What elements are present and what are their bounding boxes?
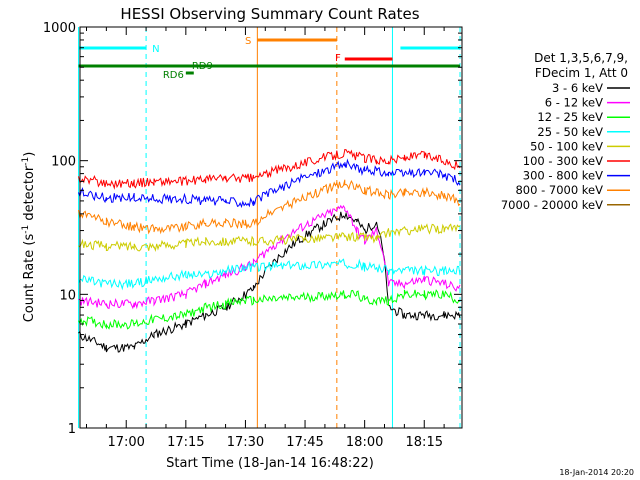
y-tick-label-2: 100 [51, 155, 76, 170]
series-line-1 [78, 204, 461, 310]
flag-label-2: F [335, 53, 341, 64]
x-tick-label-5: 18:15 [406, 435, 443, 450]
legend-entry-label-7: 800 - 7000 keV [515, 183, 603, 197]
legend-entry-label-8: 7000 - 20000 keV [501, 198, 603, 212]
series-line-3 [78, 258, 461, 291]
plot-frame [79, 26, 463, 429]
x-tick-label-0: 17:00 [107, 435, 144, 450]
x-tick-label-4: 18:00 [346, 435, 383, 450]
y-axis-label-end: ) [22, 152, 37, 157]
flag-label-1: S [245, 36, 251, 47]
series-line-5 [78, 149, 461, 190]
series-line-6 [78, 158, 461, 209]
chart-title: HESSI Observing Summary Count Rates [120, 5, 419, 23]
y-axis-label: Count Rate (s-1 detector-1) [21, 152, 37, 323]
legend-entry-label-3: 25 - 50 keV [537, 125, 603, 139]
y-axis-label-sup2: -1 [21, 157, 31, 166]
flag-label-4: RD6 [163, 70, 184, 81]
timestamp: 18-Jan-2014 20:20 [559, 468, 634, 477]
series-line-7 [78, 179, 461, 235]
plot-area: N S F RD9 RD6 1 10 100 1000 17:00 17:15 17:30 17:45 1… [43, 21, 463, 450]
series-line-4 [78, 223, 461, 252]
x-tick-label-2: 17:30 [227, 435, 264, 450]
x-tick-label-3: 17:45 [286, 435, 323, 450]
y-axis-label-text: Count Rate (s [22, 234, 37, 323]
y-tick-label-3: 1000 [43, 21, 76, 36]
legend-header-0: Det 1,3,5,6,7,9, [534, 51, 628, 65]
y-tick-label-0: 1 [68, 422, 76, 437]
flag-label-3: RD9 [192, 61, 213, 72]
legend-entry-label-4: 50 - 100 keV [530, 139, 603, 153]
legend: Det 1,3,5,6,7,9,FDecim 1, Att 03 - 6 keV… [501, 51, 630, 212]
series-line-2 [78, 289, 460, 330]
y-axis-label-mid: detector [22, 165, 37, 225]
legend-entry-label-0: 3 - 6 keV [552, 81, 603, 95]
legend-entry-label-2: 12 - 25 keV [537, 110, 603, 124]
y-axis-label-sup1: -1 [21, 225, 31, 234]
legend-entry-label-5: 100 - 300 keV [523, 154, 603, 168]
x-tick-label-1: 17:15 [167, 435, 204, 450]
y-tick-label-1: 10 [59, 288, 76, 303]
legend-entry-label-1: 6 - 12 keV [545, 96, 603, 110]
series-line-0 [78, 211, 461, 353]
legend-entry-label-6: 300 - 800 keV [523, 169, 603, 183]
x-axis-label: Start Time (18-Jan-14 16:48:22) [166, 456, 374, 471]
legend-header-1: FDecim 1, Att 0 [535, 66, 628, 80]
flag-label-0: N [152, 44, 159, 55]
